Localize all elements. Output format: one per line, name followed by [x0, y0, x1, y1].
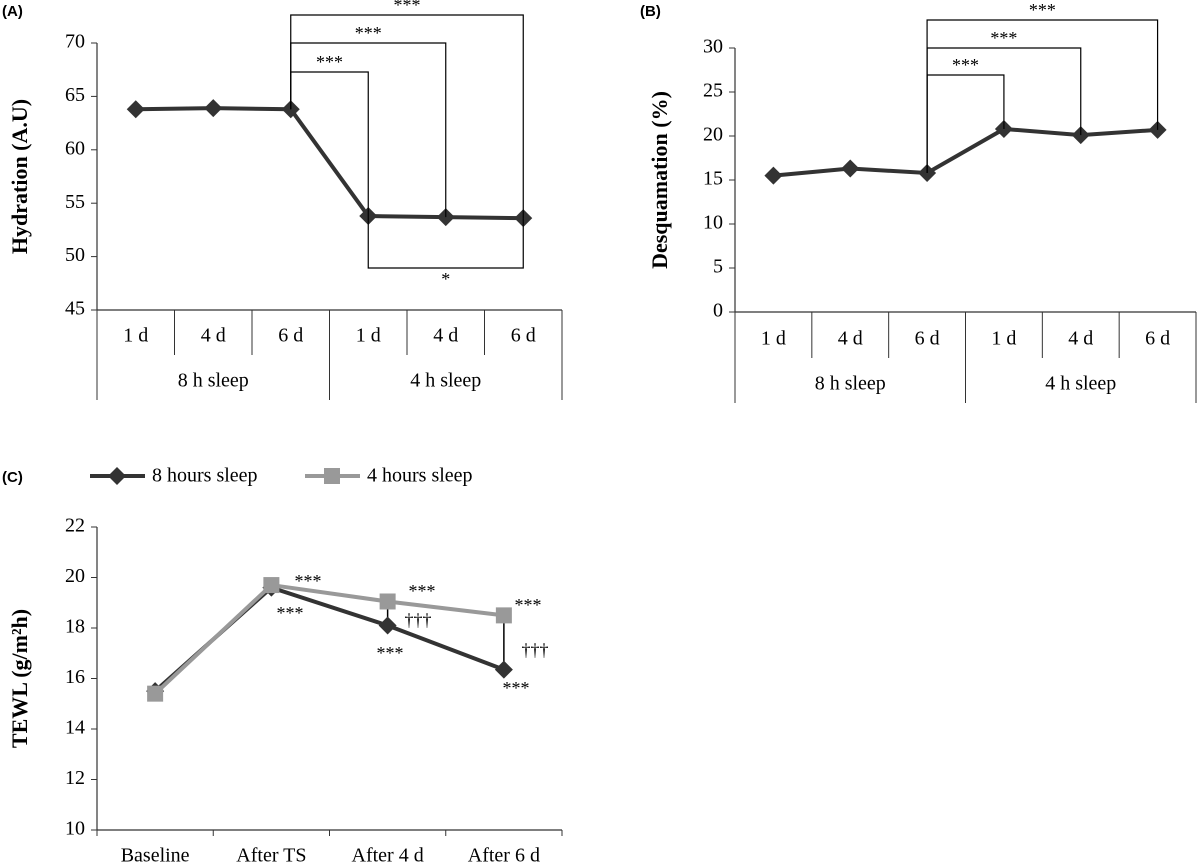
- data-line: [153, 582, 505, 696]
- y-tick-label: 12: [65, 767, 85, 789]
- annotation: ***: [394, 0, 421, 15]
- x-tick-label: 4 d: [433, 325, 458, 347]
- x-tick-label: Baseline: [121, 845, 190, 867]
- y-tick-label: 10: [65, 818, 85, 840]
- legend-marker: [108, 467, 126, 485]
- x-tick-label: After 4 d: [352, 845, 424, 867]
- data-point: [204, 99, 223, 118]
- y-axis-label: TEWL (g/m²h): [7, 609, 32, 748]
- data-line: [153, 585, 505, 693]
- x-tick-label: 4 d: [838, 328, 863, 350]
- y-tick-label: 70: [65, 31, 85, 53]
- group-label: 8 h sleep: [815, 373, 886, 395]
- panel-label: (C): [2, 469, 23, 486]
- data-line: [135, 106, 524, 221]
- data-line: [773, 126, 1158, 178]
- y-tick-label: 65: [65, 84, 85, 106]
- x-tick-label: 6 d: [511, 325, 536, 347]
- data-point: [764, 166, 783, 185]
- annotation: ***: [355, 23, 382, 43]
- annotation: †††: [405, 610, 432, 630]
- panel-label: (A): [2, 3, 23, 20]
- y-tick-label: 14: [65, 717, 85, 739]
- x-tick-label: 6 d: [915, 328, 940, 350]
- bracket: [290, 14, 524, 219]
- bracket: [926, 19, 1159, 173]
- group-label: 8 h sleep: [178, 370, 249, 392]
- x-tick-label: 1 d: [991, 328, 1016, 350]
- x-tick-label: 4 d: [201, 325, 226, 347]
- annotation: ***: [295, 571, 322, 591]
- y-tick-label: 45: [65, 298, 85, 320]
- x-tick-label: 1 d: [356, 325, 381, 347]
- panel-label: (B): [640, 3, 661, 20]
- annotation: *: [441, 269, 450, 289]
- annotation: ***: [503, 678, 530, 698]
- legend-label: 4 hours sleep: [367, 465, 473, 487]
- y-tick-label: 16: [65, 666, 85, 688]
- bracket: [290, 71, 369, 217]
- x-tick-label: 1 d: [123, 325, 148, 347]
- y-tick-label: 60: [65, 137, 85, 159]
- x-tick-label: After TS: [236, 845, 306, 867]
- data-point: [841, 159, 860, 178]
- annotation: ***: [1029, 0, 1056, 20]
- group-label: 4 h sleep: [410, 370, 481, 392]
- annotation: ***: [409, 581, 436, 601]
- annotation: ***: [277, 603, 304, 623]
- y-tick-label: 5: [713, 256, 723, 278]
- annotation: ***: [377, 643, 404, 663]
- x-tick-label: After 6 d: [468, 845, 540, 867]
- legend-label: 8 hours sleep: [152, 465, 258, 487]
- x-tick-label: 6 d: [278, 325, 303, 347]
- legend-marker: [324, 468, 340, 484]
- y-tick-label: 55: [65, 191, 85, 213]
- y-axis-label: Desquamation (%): [647, 91, 672, 269]
- x-tick-label: 4 d: [1068, 328, 1093, 350]
- y-tick-label: 20: [703, 124, 723, 146]
- annotation: ***: [952, 55, 979, 75]
- y-tick-label: 18: [65, 616, 85, 638]
- data-point: [379, 593, 396, 610]
- y-axis-label: Hydration (A.U): [7, 99, 32, 254]
- data-point: [126, 100, 145, 119]
- y-tick-label: 50: [65, 244, 85, 266]
- annotation: †††: [522, 640, 549, 660]
- data-point: [263, 577, 280, 594]
- y-tick-label: 15: [703, 168, 723, 190]
- y-tick-label: 30: [703, 36, 723, 58]
- bracket: [926, 74, 1005, 173]
- y-tick-label: 10: [703, 212, 723, 234]
- y-tick-label: 0: [713, 300, 723, 322]
- y-tick-label: 20: [65, 565, 85, 587]
- annotation: ***: [990, 28, 1017, 48]
- group-label: 4 h sleep: [1045, 373, 1116, 395]
- data-point: [495, 607, 512, 624]
- annotation: ***: [316, 52, 343, 72]
- y-tick-label: 22: [65, 515, 85, 537]
- y-tick-label: 25: [703, 80, 723, 102]
- x-tick-label: 6 d: [1145, 328, 1170, 350]
- data-point: [494, 660, 513, 679]
- data-point: [378, 616, 397, 635]
- bracket: [367, 216, 524, 269]
- annotation: ***: [515, 595, 542, 615]
- data-point: [147, 685, 164, 702]
- x-tick-label: 1 d: [761, 328, 786, 350]
